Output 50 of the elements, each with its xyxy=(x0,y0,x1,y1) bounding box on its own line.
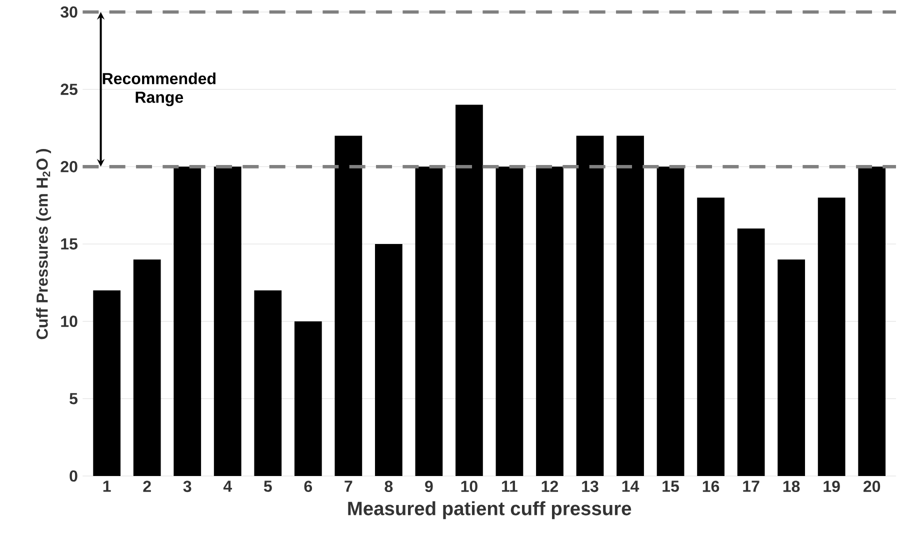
bar xyxy=(778,259,806,476)
x-axis-title: Measured patient cuff pressure xyxy=(348,501,632,520)
y-axis-title: Cuff Pressures (cm H$_{2}$O ) xyxy=(36,149,52,340)
x-tick-label: 15 xyxy=(662,480,679,492)
annotation: Recommended Range xyxy=(102,72,216,106)
x-tick-label: 10 xyxy=(461,480,478,492)
bar xyxy=(616,136,644,476)
bar xyxy=(737,228,765,476)
bar xyxy=(858,166,886,476)
x-tick-label: 12 xyxy=(542,480,558,492)
bar xyxy=(496,166,524,476)
x-tick-label: 6 xyxy=(304,480,312,492)
bar xyxy=(415,166,443,476)
bar xyxy=(174,166,202,476)
bar xyxy=(214,166,242,476)
x-tick-label: 14 xyxy=(622,480,640,492)
x-tick-label: 20 xyxy=(864,480,880,492)
x-tick-label: 4 xyxy=(223,480,232,492)
bar xyxy=(374,244,402,476)
bar xyxy=(818,198,846,476)
x-tick-label: 9 xyxy=(425,480,433,492)
y-tick-label: 20 xyxy=(60,161,78,172)
x-tick-label: 16 xyxy=(702,480,720,492)
x-tick-label: 7 xyxy=(344,480,352,492)
x-tick-label: 17 xyxy=(743,480,760,492)
bar xyxy=(93,290,121,476)
y-tick-label: 10 xyxy=(61,316,78,327)
bar xyxy=(254,290,282,476)
bar xyxy=(334,136,362,476)
x-tick-label: 13 xyxy=(582,480,598,492)
bar xyxy=(576,136,604,476)
x-tick-label: 5 xyxy=(264,480,272,492)
bar xyxy=(697,198,724,476)
bar xyxy=(456,104,483,476)
x-tick-label: 11 xyxy=(502,480,518,492)
bar xyxy=(133,259,161,476)
y-tick-label: 0 xyxy=(70,470,78,482)
x-tick-label: 2 xyxy=(143,480,151,492)
y-tick-label: 30 xyxy=(60,6,78,18)
bar xyxy=(656,166,684,476)
x-tick-label: 19 xyxy=(824,480,840,492)
x-tick-label: 18 xyxy=(783,480,800,492)
x-tick-label: 8 xyxy=(384,480,393,492)
x-tick-label: 3 xyxy=(183,480,192,492)
y-tick-label: 15 xyxy=(61,238,78,250)
bar xyxy=(536,166,564,476)
x-tick-label: 1 xyxy=(103,480,111,492)
bar xyxy=(294,321,322,476)
y-tick-label: 5 xyxy=(70,393,78,404)
y-tick-label: 25 xyxy=(60,84,78,95)
